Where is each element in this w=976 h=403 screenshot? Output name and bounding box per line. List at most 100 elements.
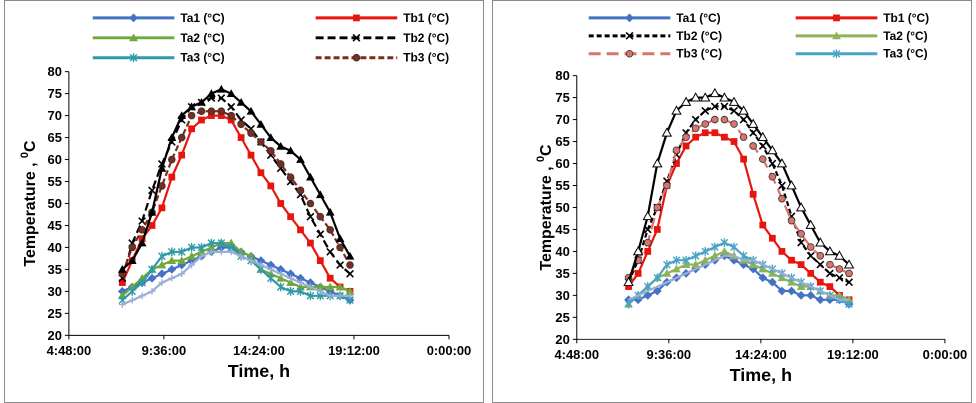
data-point	[663, 181, 671, 190]
data-point	[709, 87, 721, 98]
legend-marker	[625, 49, 634, 58]
data-point	[197, 98, 206, 106]
data-point	[700, 255, 710, 264]
data-point	[653, 226, 661, 233]
data-point	[316, 288, 324, 295]
data-point	[276, 282, 285, 292]
data-point	[759, 221, 767, 229]
data-point	[739, 133, 748, 141]
data-point	[247, 257, 255, 265]
data-point	[690, 92, 701, 102]
x-tick-label: 4:48:00	[555, 347, 600, 362]
data-point	[306, 172, 315, 181]
data-point	[788, 256, 795, 264]
legend-entry: Ta1 (°C)	[588, 11, 721, 25]
data-point	[767, 144, 778, 155]
data-point	[326, 274, 334, 282]
data-point	[267, 266, 275, 273]
data-point	[227, 111, 235, 120]
legend-entry: Tb3 (°C)	[588, 47, 722, 61]
data-point	[267, 146, 275, 155]
data-point	[730, 106, 738, 115]
data-point	[296, 155, 305, 163]
data-point	[307, 239, 314, 247]
legend-label: Tb3 (°C)	[676, 47, 722, 61]
data-point	[778, 248, 786, 255]
legend-label: Tb3 (°C)	[403, 51, 449, 65]
data-point	[691, 124, 700, 133]
data-point	[177, 256, 187, 265]
data-point	[237, 252, 245, 260]
data-point	[346, 292, 354, 300]
data-point	[296, 186, 305, 195]
data-point	[157, 260, 167, 269]
legend-label: Ta2 (°C)	[883, 29, 927, 43]
data-point	[720, 238, 729, 248]
legend-label: Tb1 (°C)	[403, 11, 449, 25]
data-point	[796, 290, 806, 300]
data-point	[325, 207, 335, 216]
data-point	[720, 115, 729, 124]
legend-entry: Tb1 (°C)	[315, 11, 449, 25]
data-point	[148, 222, 156, 229]
y-tick-label: 80	[555, 68, 569, 83]
data-point	[653, 273, 662, 283]
data-point	[634, 270, 642, 277]
data-point	[197, 107, 206, 115]
data-point	[768, 172, 777, 181]
data-point	[624, 299, 633, 309]
data-point	[266, 260, 276, 270]
data-point	[148, 186, 156, 195]
data-point	[306, 212, 315, 221]
data-point	[187, 111, 196, 120]
data-point	[787, 286, 796, 296]
y-tick-label: 70	[48, 108, 62, 123]
data-point	[198, 252, 205, 260]
data-point	[167, 265, 177, 274]
data-point	[663, 260, 671, 269]
data-point	[701, 106, 710, 115]
data-point	[297, 226, 304, 234]
data-point	[237, 134, 245, 141]
data-point	[691, 251, 700, 261]
data-point	[227, 102, 236, 111]
data-point	[167, 133, 177, 141]
data-point	[730, 242, 738, 252]
data-point	[287, 213, 294, 221]
data-point	[711, 129, 719, 137]
data-point	[816, 278, 824, 286]
data-point	[643, 290, 653, 300]
series-line-4	[627, 118, 850, 279]
data-point	[316, 212, 325, 221]
x-tick-label: 0:00:00	[923, 347, 968, 362]
data-point	[719, 92, 730, 102]
data-point	[778, 194, 786, 203]
data-point	[701, 247, 710, 256]
data-point	[346, 269, 354, 278]
data-point	[843, 259, 855, 269]
data-point	[297, 279, 304, 286]
data-point	[747, 118, 759, 128]
data-point	[777, 286, 787, 296]
data-point	[701, 129, 709, 137]
y-tick-label: 35	[555, 266, 569, 281]
data-point	[710, 251, 720, 260]
data-point	[834, 250, 845, 260]
data-point	[138, 217, 147, 226]
data-point	[127, 256, 137, 265]
legend-marker	[352, 33, 361, 42]
legend-marker	[625, 13, 634, 23]
data-point	[672, 255, 681, 265]
data-point	[208, 112, 215, 119]
legend-marker	[833, 14, 840, 22]
legend-entry: Tb3 (°C)	[315, 51, 449, 65]
data-point	[325, 282, 335, 291]
legend-entry: Ta2 (°C)	[92, 31, 225, 45]
legend-marker	[353, 14, 360, 22]
data-point	[671, 105, 682, 115]
data-point	[227, 116, 235, 124]
data-point	[758, 155, 767, 163]
series-7	[118, 248, 354, 308]
data-point	[158, 251, 166, 261]
data-point	[797, 238, 806, 247]
